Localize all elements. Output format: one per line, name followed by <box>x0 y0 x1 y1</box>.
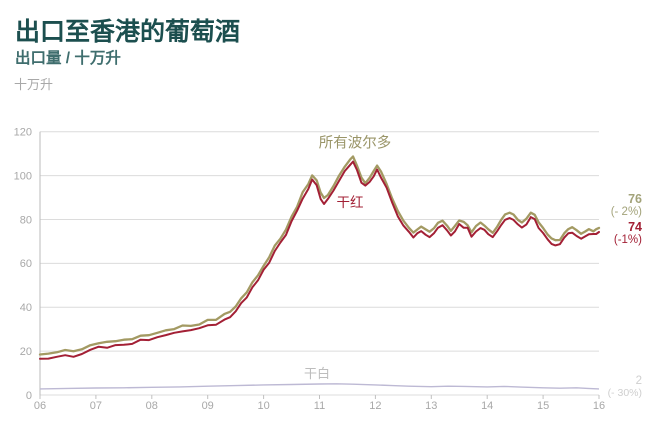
svg-text:12: 12 <box>369 400 381 412</box>
svg-text:所有波尔多: 所有波尔多 <box>319 135 392 152</box>
svg-text:40: 40 <box>20 302 32 314</box>
svg-text:11: 11 <box>314 400 325 412</box>
svg-text:15: 15 <box>537 400 549 412</box>
svg-text:14: 14 <box>481 400 493 412</box>
svg-text:(- 2%): (- 2%) <box>611 206 642 218</box>
svg-text:09: 09 <box>202 400 214 412</box>
svg-text:10: 10 <box>257 400 269 412</box>
svg-text:80: 80 <box>20 214 32 226</box>
svg-text:20: 20 <box>20 346 32 358</box>
svg-text:07: 07 <box>90 400 102 412</box>
svg-text:干白: 干白 <box>304 366 330 381</box>
svg-text:2: 2 <box>636 375 642 387</box>
svg-text:120: 120 <box>14 127 32 139</box>
svg-text:0: 0 <box>26 390 32 402</box>
svg-text:(-1%): (-1%) <box>614 234 642 246</box>
svg-text:13: 13 <box>425 400 437 412</box>
svg-text:16: 16 <box>593 400 605 412</box>
svg-text:60: 60 <box>20 258 32 270</box>
svg-text:(- 30%): (- 30%) <box>608 387 642 399</box>
svg-text:74: 74 <box>628 220 642 234</box>
svg-text:干红: 干红 <box>337 195 364 210</box>
svg-text:08: 08 <box>146 400 158 412</box>
svg-text:76: 76 <box>628 192 642 206</box>
svg-text:100: 100 <box>14 170 32 182</box>
svg-text:06: 06 <box>34 400 46 412</box>
